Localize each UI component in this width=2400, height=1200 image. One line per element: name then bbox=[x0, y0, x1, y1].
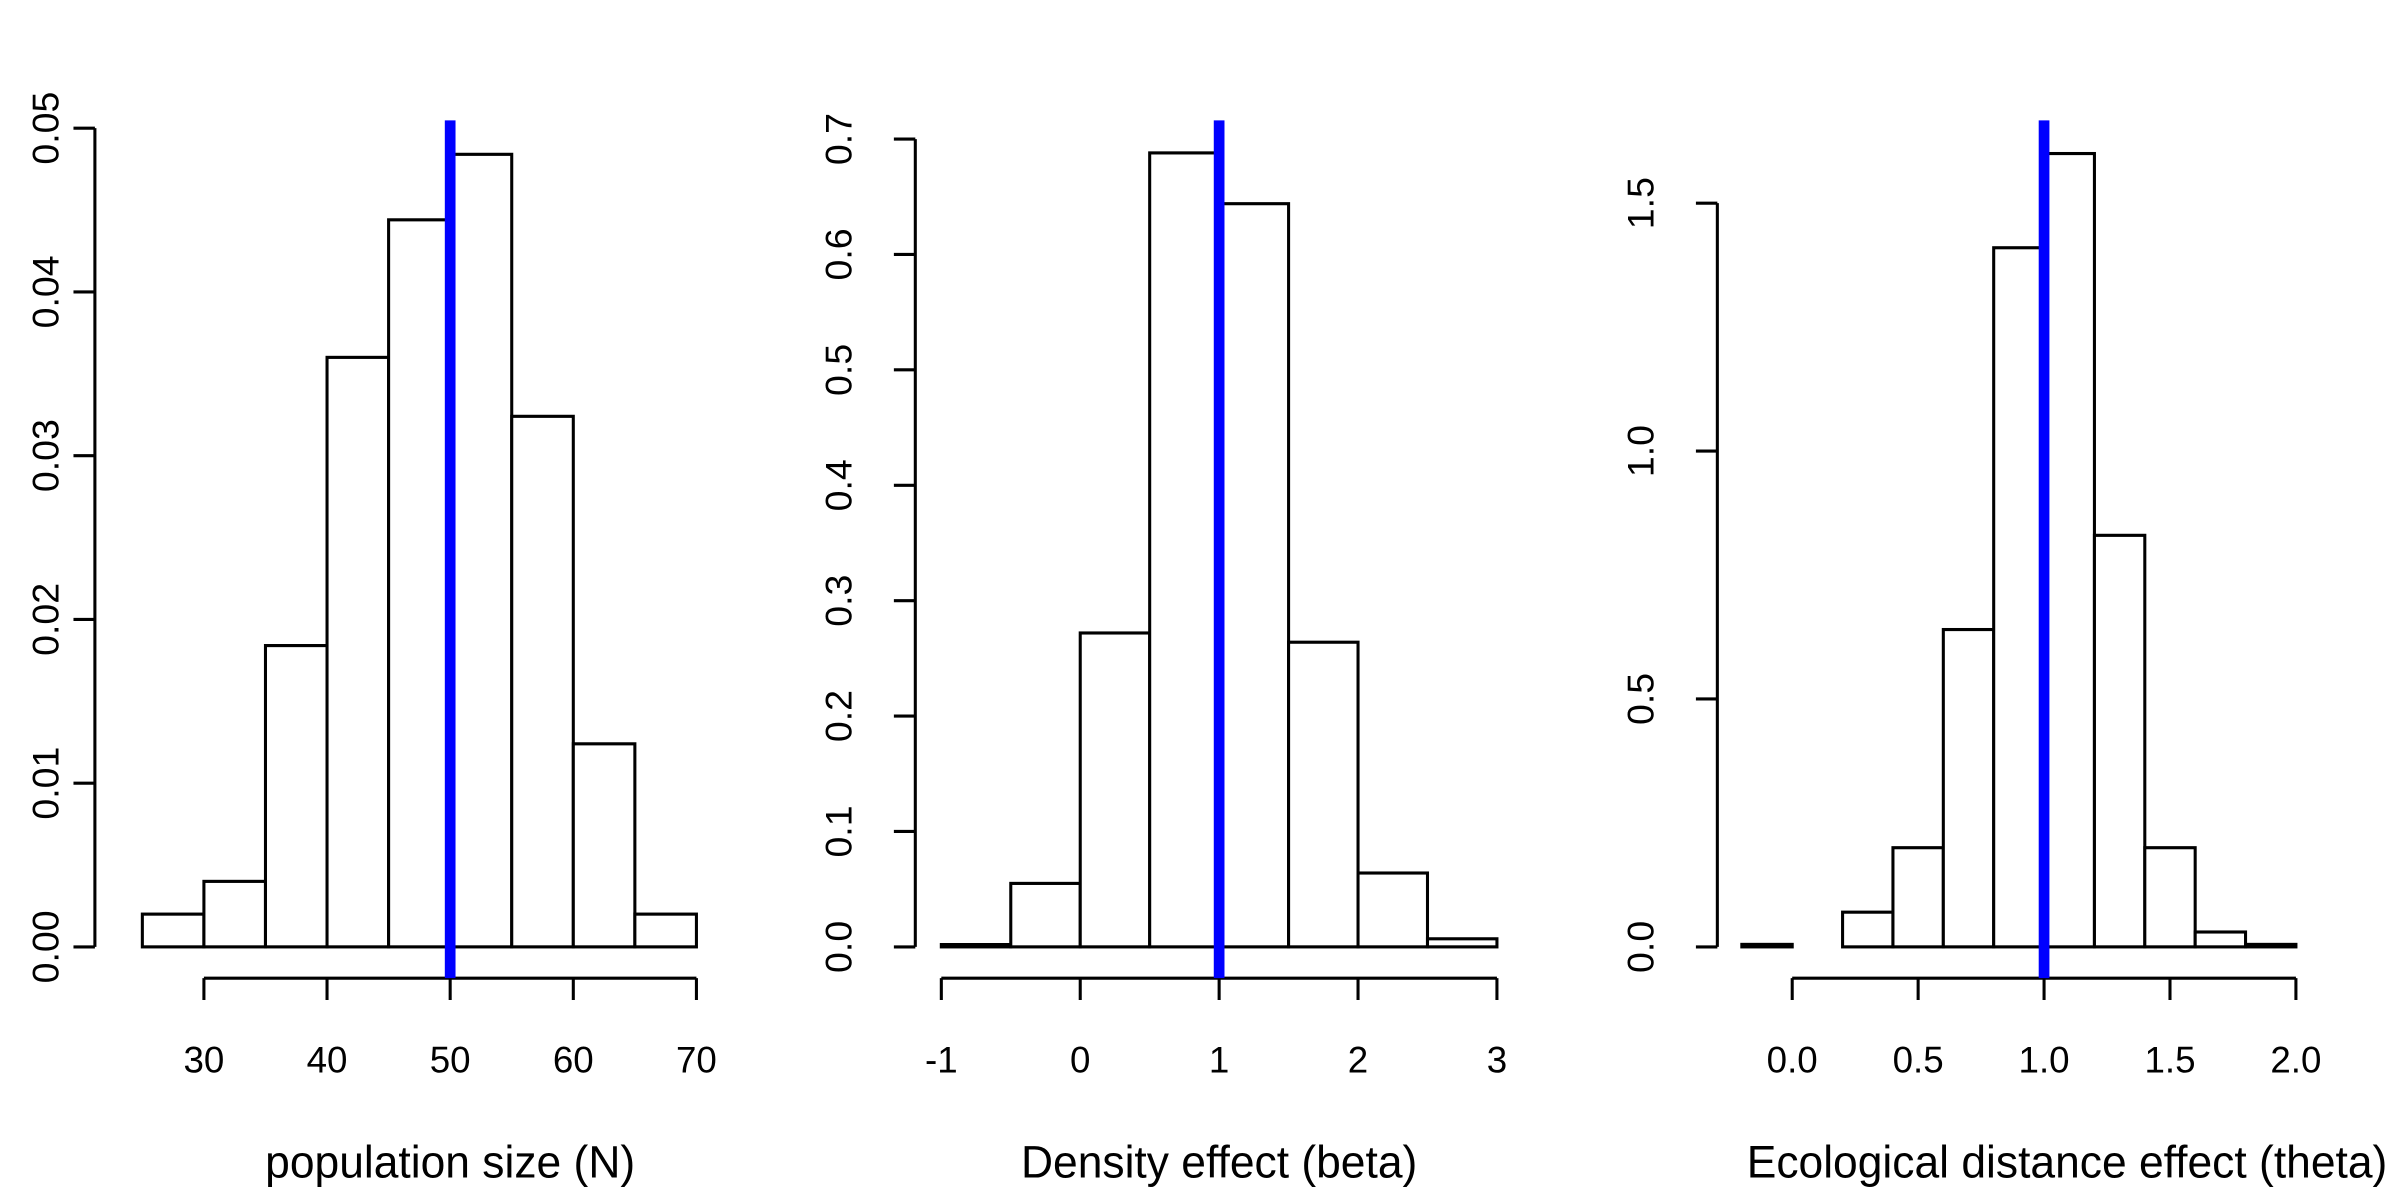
bar bbox=[1356, 871, 1430, 949]
y-tick-label: 0.1 bbox=[818, 805, 860, 857]
y-tick-label: 0.7 bbox=[818, 113, 860, 165]
x-tick-label: 40 bbox=[307, 1038, 348, 1080]
bar bbox=[2143, 846, 2197, 949]
y-tick-label: 0.2 bbox=[818, 690, 860, 742]
bar bbox=[1941, 627, 1996, 949]
x-tick-label: 1.5 bbox=[2144, 1038, 2195, 1080]
bar bbox=[2042, 151, 2096, 949]
y-tick-label: 1.5 bbox=[1620, 177, 1662, 229]
bar bbox=[2092, 533, 2147, 949]
bar bbox=[633, 912, 698, 949]
bar bbox=[448, 152, 514, 949]
bar bbox=[1078, 631, 1152, 949]
y-tick-label: 0.4 bbox=[818, 459, 860, 511]
bar bbox=[1425, 937, 1499, 949]
x-axis-label: Density effect (beta) bbox=[1021, 1136, 1417, 1188]
y-tick-label: 0.0 bbox=[1620, 921, 1662, 973]
x-tick-label: 0.0 bbox=[1767, 1038, 1818, 1080]
x-tick-label: 60 bbox=[553, 1038, 594, 1080]
y-tick-label: 0.5 bbox=[818, 344, 860, 396]
bar bbox=[510, 414, 575, 949]
bar bbox=[1891, 846, 1945, 949]
bar bbox=[1217, 202, 1291, 949]
bar bbox=[1992, 246, 2046, 949]
bar bbox=[1841, 910, 1895, 949]
bar bbox=[263, 644, 329, 949]
bar bbox=[1148, 151, 1221, 949]
x-tick-label: -1 bbox=[925, 1038, 958, 1080]
x-tick-label: 0.5 bbox=[1893, 1038, 1944, 1080]
y-tick-label: 0.00 bbox=[25, 910, 67, 983]
y-tick-label: 0.0 bbox=[818, 921, 860, 973]
bar bbox=[325, 355, 391, 949]
bar bbox=[2244, 942, 2298, 949]
bar bbox=[387, 218, 452, 949]
x-axis-label: Ecological distance effect (theta) bbox=[1747, 1136, 2388, 1188]
y-tick-label: 0.3 bbox=[818, 575, 860, 627]
y-tick-label: 0.02 bbox=[25, 583, 67, 656]
bar bbox=[140, 912, 206, 949]
bar bbox=[571, 742, 637, 949]
x-axis-label: population size (N) bbox=[265, 1136, 635, 1188]
x-tick-label: 1 bbox=[1209, 1038, 1229, 1080]
x-tick-label: 3 bbox=[1487, 1038, 1507, 1080]
bar bbox=[202, 879, 268, 949]
bar bbox=[1009, 881, 1082, 949]
y-tick-label: 0.01 bbox=[25, 747, 67, 820]
y-tick-label: 1.0 bbox=[1620, 425, 1662, 477]
y-tick-label: 0.6 bbox=[818, 228, 860, 280]
bar bbox=[939, 943, 1013, 949]
bar bbox=[1740, 942, 1794, 949]
y-tick-label: 0.03 bbox=[25, 419, 67, 492]
y-tick-label: 0.04 bbox=[25, 255, 67, 328]
x-tick-label: 70 bbox=[676, 1038, 717, 1080]
bar bbox=[2193, 930, 2248, 949]
y-tick-label: 0.05 bbox=[25, 92, 67, 165]
x-tick-label: 0 bbox=[1070, 1038, 1090, 1080]
x-tick-label: 30 bbox=[183, 1038, 224, 1080]
bar bbox=[1287, 640, 1360, 949]
x-tick-label: 2.0 bbox=[2270, 1038, 2321, 1080]
y-tick-label: 0.5 bbox=[1620, 673, 1662, 725]
x-tick-label: 2 bbox=[1348, 1038, 1368, 1080]
x-tick-label: 50 bbox=[430, 1038, 471, 1080]
x-tick-label: 1.0 bbox=[2019, 1038, 2070, 1080]
